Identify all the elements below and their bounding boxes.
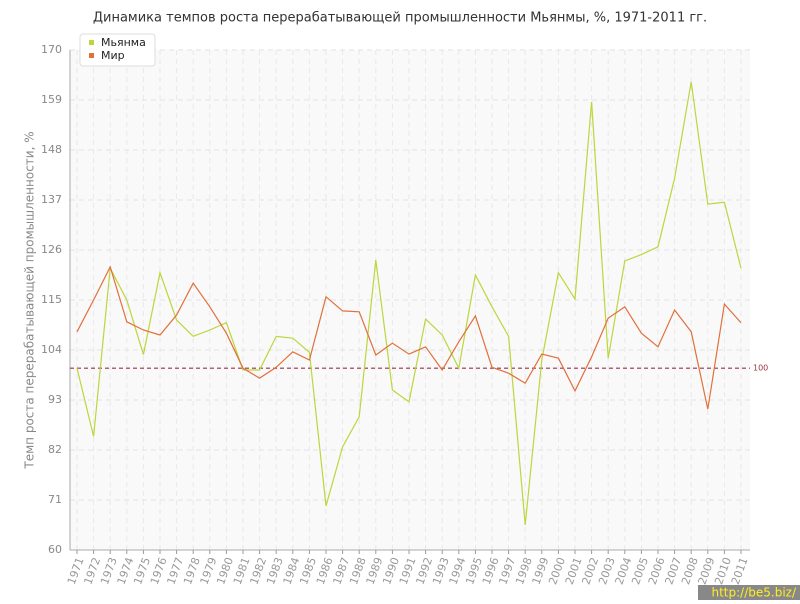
- legend-swatch: [89, 53, 94, 58]
- legend-swatch: [89, 40, 94, 45]
- y-tick-label: 82: [48, 443, 62, 456]
- watermark: http://be5.biz/: [711, 586, 796, 600]
- y-tick-label: 71: [48, 493, 62, 506]
- watermark-box: [698, 585, 800, 600]
- legend-label: Мир: [101, 49, 125, 62]
- reference-label: 100: [753, 364, 768, 373]
- y-tick-label: 93: [48, 393, 62, 406]
- y-tick-label: 148: [41, 143, 62, 156]
- y-tick-label: 60: [48, 543, 62, 556]
- plot-area: [70, 50, 750, 550]
- y-tick-label: 126: [41, 243, 62, 256]
- y-axis-label: Темп роста перерабатывающей промышленнос…: [23, 131, 37, 469]
- legend-box: [79, 33, 156, 67]
- series-line: [76, 265, 742, 410]
- y-tick-label: 137: [41, 193, 62, 206]
- legend-label: Мьянма: [101, 36, 146, 49]
- series-line: [76, 81, 742, 526]
- chart-title: Динамика темпов роста перерабатывающей п…: [93, 11, 707, 26]
- y-tick-label: 159: [41, 93, 62, 106]
- y-tick-label: 170: [41, 43, 62, 56]
- y-tick-label: 115: [41, 293, 62, 306]
- y-tick-label: 104: [41, 343, 62, 356]
